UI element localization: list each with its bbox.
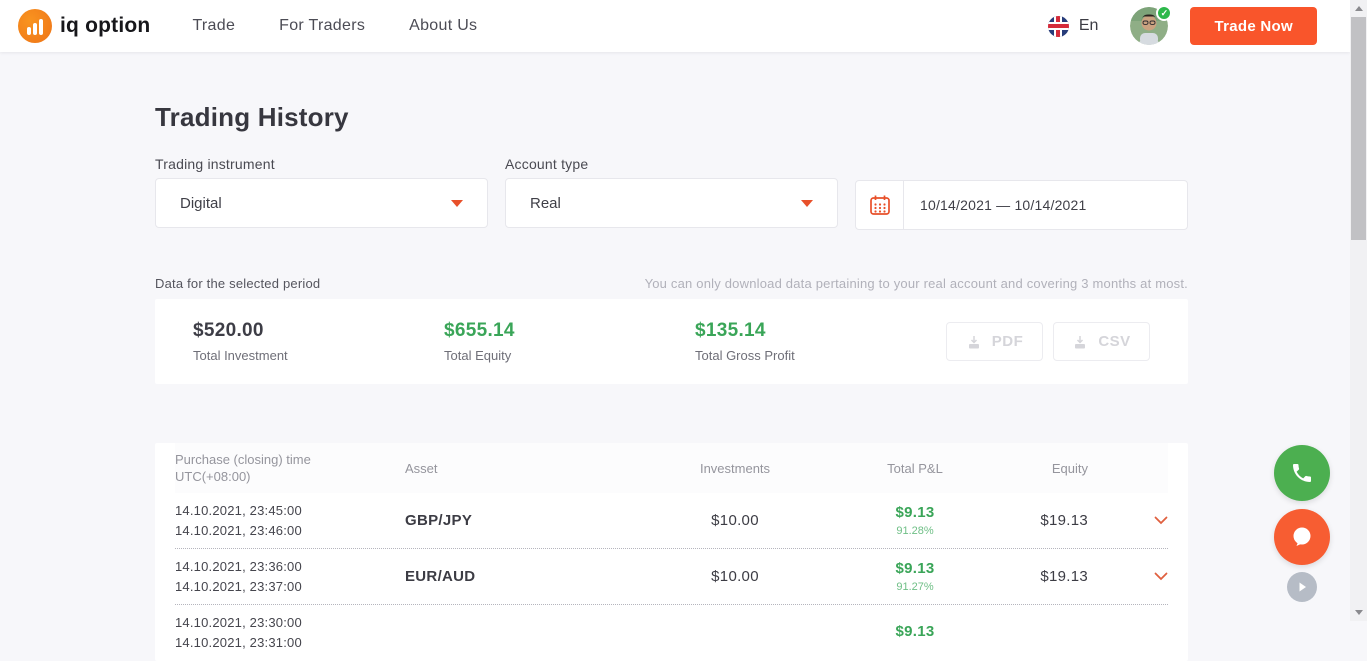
account-type-label: Account type — [505, 156, 589, 172]
period-heading: Data for the selected period — [155, 276, 321, 291]
column-header-time: Purchase (closing) time UTC(+08:00) — [175, 452, 311, 484]
row-time: 14.10.2021, 23:30:00 14.10.2021, 23:31:0… — [175, 615, 302, 650]
logo-text: iq option — [60, 14, 151, 37]
iq-option-logo[interactable]: iq option — [18, 9, 150, 43]
call-support-button[interactable] — [1274, 445, 1330, 501]
table-row-gbpjpy[interactable]: 14.10.2021, 23:45:00 14.10.2021, 23:46:0… — [175, 493, 1168, 549]
summary-card: $520.00 Total Investment $655.14 Total E… — [155, 299, 1188, 384]
total-investment-value: $520.00 — [193, 320, 264, 341]
play-widget-button[interactable] — [1287, 572, 1317, 602]
total-investment-label: Total Investment — [193, 348, 288, 363]
expand-row-button[interactable] — [1138, 572, 1168, 581]
download-note: You can only download data pertaining to… — [644, 276, 1188, 291]
column-header-asset: Asset — [405, 460, 438, 476]
chat-bubble-icon — [1293, 527, 1311, 546]
csv-button-label: CSV — [1098, 333, 1131, 350]
date-range-value: 10/14/2021 — 10/14/2021 — [920, 197, 1087, 213]
chat-support-button[interactable] — [1274, 509, 1330, 565]
stat-total-equity: $655.14 Total Equity — [444, 320, 695, 363]
account-type-select[interactable]: Real — [505, 178, 838, 228]
table-row-partial[interactable]: 14.10.2021, 23:30:00 14.10.2021, 23:31:0… — [175, 605, 1168, 661]
row-total-pnl: $9.13 91.28% — [895, 504, 935, 537]
row-investment: $10.00 — [711, 568, 759, 585]
table-header-row: Purchase (closing) time UTC(+08:00) Asse… — [175, 443, 1168, 493]
language-label: En — [1078, 17, 1099, 34]
verified-check-icon: ✓ — [1156, 5, 1173, 21]
trading-instrument-select[interactable]: Digital — [155, 178, 488, 228]
download-csv-button[interactable]: CSV — [1053, 322, 1150, 361]
column-header-investments: Investments — [699, 460, 771, 476]
row-asset: GBP/JPY — [405, 512, 473, 529]
nav-item-about-us[interactable]: About Us — [409, 17, 478, 34]
trading-history-table: Purchase (closing) time UTC(+08:00) Asse… — [155, 443, 1188, 661]
table-row-euraud[interactable]: 14.10.2021, 23:36:00 14.10.2021, 23:37:0… — [175, 549, 1168, 605]
total-equity-value: $655.14 — [444, 320, 515, 341]
download-file-icon — [968, 335, 979, 348]
chevron-down-icon — [1154, 572, 1168, 581]
total-gross-profit-label: Total Gross Profit — [695, 348, 795, 363]
nav-item-trade[interactable]: Trade — [192, 17, 236, 34]
trade-now-button[interactable]: Trade Now — [1190, 7, 1317, 45]
row-equity: $19.13 — [1040, 568, 1088, 585]
row-time: 14.10.2021, 23:45:00 14.10.2021, 23:46:0… — [175, 502, 302, 538]
chevron-down-icon — [451, 199, 463, 207]
main-nav: Trade For Traders About Us — [192, 17, 477, 35]
row-asset: EUR/AUD — [405, 568, 476, 585]
pdf-button-label: PDF — [991, 333, 1024, 350]
play-icon — [1299, 582, 1306, 592]
trading-instrument-value: Digital — [180, 194, 222, 212]
language-selector[interactable]: En — [1047, 15, 1099, 37]
scrollbar-up-icon — [1354, 6, 1363, 11]
phone-icon — [1293, 464, 1311, 482]
scrollbar-down-icon — [1354, 610, 1363, 615]
trading-instrument-label: Trading instrument — [155, 156, 275, 172]
account-type-value: Real — [530, 194, 561, 212]
calendar-icon[interactable] — [856, 181, 904, 229]
chevron-down-icon — [1154, 516, 1168, 525]
expand-row-button[interactable] — [1138, 516, 1168, 525]
stat-total-investment: $520.00 Total Investment — [193, 320, 444, 363]
column-header-equity: Equity — [1051, 460, 1088, 476]
scrollbar-thumb[interactable] — [1351, 17, 1366, 240]
stat-total-gross-profit: $135.14 Total Gross Profit — [695, 320, 946, 363]
chevron-down-icon — [801, 199, 813, 207]
total-gross-profit-value: $135.14 — [695, 320, 766, 341]
uk-flag-icon — [1047, 15, 1069, 37]
scrollbar-up-button[interactable] — [1350, 0, 1367, 17]
row-time: 14.10.2021, 23:36:00 14.10.2021, 23:37:0… — [175, 558, 302, 594]
row-total-pnl: $9.13 91.27% — [895, 560, 935, 593]
row-investment: $10.00 — [711, 512, 759, 529]
date-range-picker[interactable]: 10/14/2021 — 10/14/2021 — [855, 180, 1188, 230]
nav-item-for-traders[interactable]: For Traders — [279, 17, 366, 34]
download-file-icon — [1075, 335, 1086, 348]
user-avatar[interactable]: ✓ — [1130, 5, 1173, 45]
scrollbar-down-button[interactable] — [1350, 604, 1367, 621]
row-equity: $19.13 — [1040, 512, 1088, 529]
logo-bars-icon — [18, 9, 52, 43]
page-title: Trading History — [155, 102, 349, 132]
row-total-pnl: $9.13 — [895, 622, 935, 640]
download-pdf-button[interactable]: PDF — [946, 322, 1043, 361]
column-header-total-pnl: Total P&L — [887, 460, 943, 476]
top-navbar: iq option Trade For Traders About Us En — [0, 0, 1350, 52]
total-equity-label: Total Equity — [444, 348, 512, 363]
vertical-scrollbar[interactable] — [1350, 0, 1367, 621]
